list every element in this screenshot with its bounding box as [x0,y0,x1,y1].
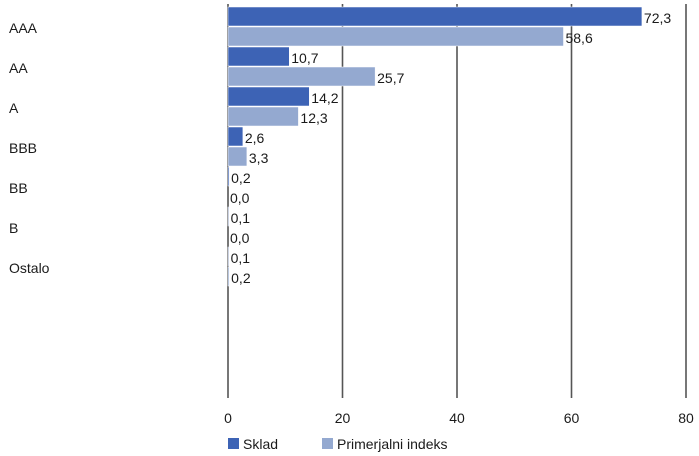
bar-primerjalni-indeks [227,66,376,87]
bar-sklad [227,166,230,187]
category-label: Ostalo [9,260,50,276]
bar-primerjalni-indeks [227,266,230,287]
bar-sklad [227,86,310,107]
data-label: 25,7 [377,70,404,86]
bar-sklad [227,206,229,227]
legend-swatch-sklad [228,438,239,449]
legend: Sklad Primerjalni indeks [228,436,447,452]
x-tick-label: 20 [335,410,351,426]
x-tick-label: 0 [224,410,232,426]
data-label: 3,3 [249,150,269,166]
bar-sklad [227,126,244,147]
category-label: A [9,100,19,116]
category-label: B [9,220,18,236]
data-label: 10,7 [291,50,318,66]
data-label: 58,6 [565,30,592,46]
bar-primerjalni-indeks [227,146,248,167]
data-label: 12,3 [300,110,327,126]
data-labels: 72,3 10,7 14,2 2,6 0,2 0,1 0,1 58,6 25,7 12,3 3,3 0… [230,10,671,286]
category-label: AA [9,60,28,76]
category-label: BB [9,180,28,196]
bar-sklad [227,6,643,27]
legend-label: Primerjalni indeks [337,436,447,452]
data-label: 0,0 [230,230,250,246]
x-axis-tick-labels: 0 20 40 60 80 [224,410,694,426]
category-label: BBB [9,140,37,156]
x-tick-label: 80 [678,410,694,426]
data-label: 0,2 [231,270,251,286]
legend-swatch-primerjalni-indeks [322,438,333,449]
bar-primerjalni-indeks [227,106,299,127]
data-label: 0,0 [230,190,250,206]
data-label: 72,3 [644,10,671,26]
data-label: 2,6 [245,130,265,146]
data-label: 0,1 [231,250,251,266]
bar-sklad [227,46,290,67]
legend-label: Sklad [243,436,278,452]
bars [227,6,643,287]
category-label: AAA [9,20,38,36]
bar-primerjalni-indeks [227,26,564,47]
data-label: 14,2 [311,90,338,106]
bar-sklad [227,246,229,267]
x-tick-label: 40 [449,410,465,426]
data-label: 0,1 [231,210,251,226]
data-label: 0,2 [231,170,251,186]
x-tick-label: 60 [564,410,580,426]
